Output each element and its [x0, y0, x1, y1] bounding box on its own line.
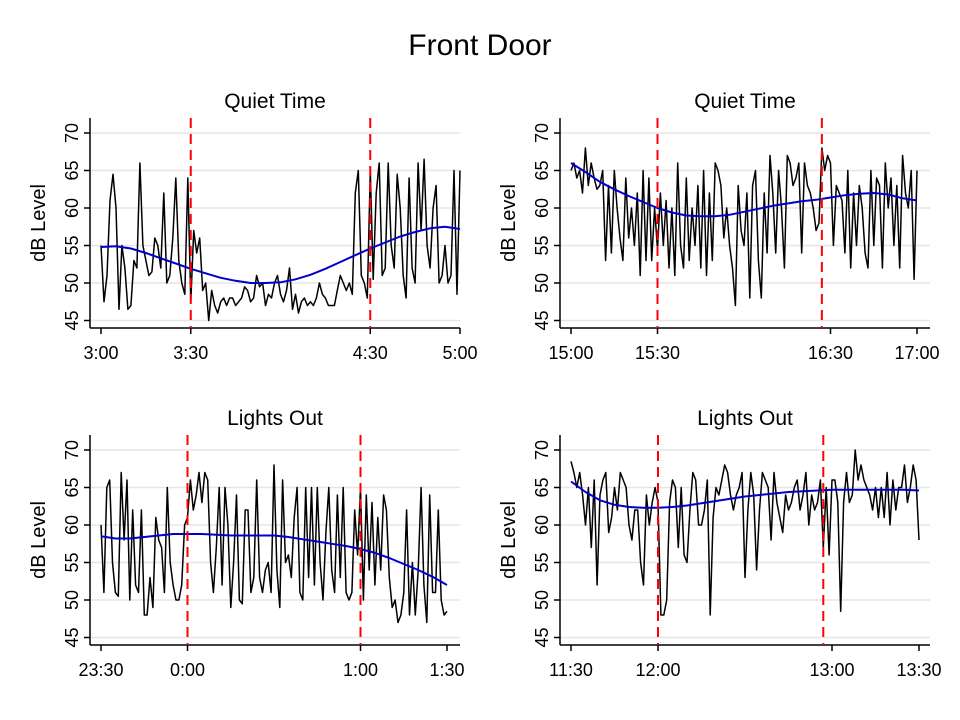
series-smooth-line	[100, 533, 448, 586]
series-smooth-line	[570, 480, 920, 509]
chart-panel-bottom-right: 45 50 55 60 65 70 11:30 12:00 13:00 13:30 dB Level…	[498, 407, 942, 680]
figure-title: Front Door	[408, 29, 551, 62]
x-tick-label: 15:00	[548, 343, 593, 363]
x-tick-label: 3:30	[173, 343, 208, 363]
x-tick-label: 1:30	[429, 660, 464, 680]
series-smooth-line	[570, 162, 918, 218]
x-tick-label: 16:30	[808, 343, 853, 363]
y-tick-label: 45	[62, 627, 82, 647]
y-tick-label: 55	[532, 552, 552, 572]
x-tick-label: 5:00	[442, 343, 477, 363]
x-tick-label: 0:00	[170, 660, 205, 680]
chart-panel-top-right: 45 50 55 60 65 70 15:00 15:30 16:30 17:00 dB Level…	[498, 90, 940, 363]
panel-title: Lights Out	[227, 407, 323, 430]
y-tick-label: 50	[62, 273, 82, 293]
x-tick-label: 15:30	[635, 343, 680, 363]
y-axis-label: dB Level	[28, 501, 50, 579]
x-tick-label: 4:30	[353, 343, 388, 363]
x-tick-label: 12:00	[635, 660, 680, 680]
y-tick-label: 55	[62, 552, 82, 572]
y-tick-label: 50	[532, 590, 552, 610]
series-raw-line	[100, 464, 448, 624]
y-axis-label: dB Level	[498, 501, 520, 579]
x-tick-label: 11:30	[549, 660, 593, 680]
series-smooth-line	[100, 225, 461, 284]
y-tick-label: 65	[532, 160, 552, 180]
y-tick-label: 65	[532, 477, 552, 497]
y-tick-label: 70	[532, 440, 552, 460]
y-tick-label: 60	[62, 198, 82, 218]
y-tick-label: 60	[62, 515, 82, 535]
x-tick-label: 23:30	[78, 660, 123, 680]
y-tick-label: 60	[532, 515, 552, 535]
y-tick-label: 60	[532, 198, 552, 218]
x-tick-label: 17:00	[894, 343, 939, 363]
y-tick-label: 70	[62, 440, 82, 460]
y-tick-label: 65	[62, 160, 82, 180]
x-tick-label: 13:30	[896, 660, 941, 680]
y-tick-label: 45	[532, 310, 552, 330]
y-tick-label: 65	[62, 477, 82, 497]
series-raw-line	[570, 147, 918, 307]
y-tick-label: 70	[62, 123, 82, 143]
y-tick-label: 70	[532, 123, 552, 143]
panel-title: Quiet Time	[224, 90, 326, 113]
y-axis-label: dB Level	[498, 184, 520, 262]
series-raw-line	[570, 449, 920, 616]
panel-title: Lights Out	[697, 407, 793, 430]
series-raw-line	[100, 158, 461, 322]
x-tick-label: 1:00	[343, 660, 378, 680]
x-tick-label: 3:00	[83, 343, 118, 363]
y-tick-label: 45	[532, 627, 552, 647]
chart-panel-top-left: 45 50 55 60 65 70 3:00 3:30 4:30 5:00 dB Level Quie…	[28, 90, 478, 363]
y-tick-label: 45	[62, 310, 82, 330]
y-tick-label: 50	[62, 590, 82, 610]
y-axis-label: dB Level	[28, 184, 50, 262]
chart-panel-bottom-left: 45 50 55 60 65 70 23:30 0:00 1:00 1:30 dB Level Lig…	[28, 407, 465, 680]
y-tick-label: 50	[532, 273, 552, 293]
panel-title: Quiet Time	[694, 90, 796, 113]
y-tick-label: 55	[62, 235, 82, 255]
x-tick-label: 13:00	[809, 660, 854, 680]
y-tick-label: 55	[532, 235, 552, 255]
